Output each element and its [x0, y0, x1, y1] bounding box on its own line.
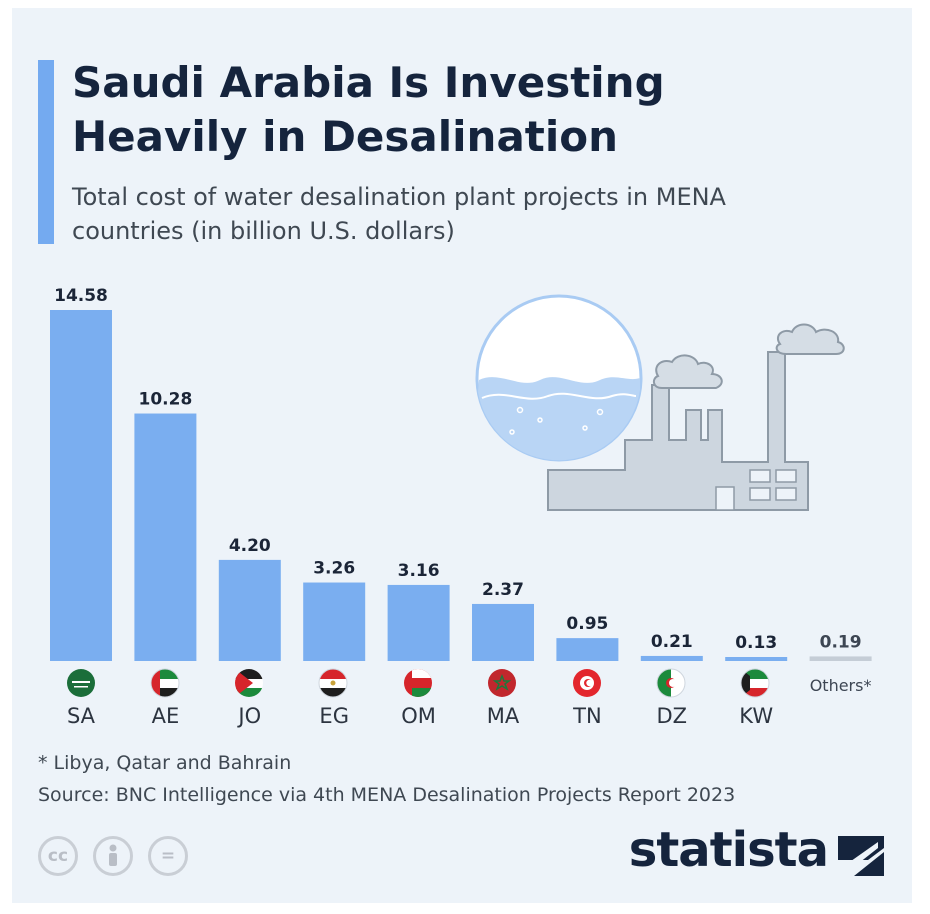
chart-subtitle: Total cost of water desalination plant p… — [72, 183, 726, 245]
cc-icon[interactable]: cc — [38, 836, 78, 876]
category-label: TN — [572, 704, 602, 728]
category-label: SA — [67, 704, 96, 728]
value-label: 0.95 — [566, 614, 608, 634]
bar-eg — [303, 582, 366, 661]
bar-ae — [134, 413, 197, 661]
source-note: Source: BNC Intelligence via 4th MENA De… — [38, 784, 736, 806]
value-label: 4.20 — [229, 536, 271, 556]
oman-flag-icon — [404, 669, 432, 697]
statista-logo-text[interactable]: statista — [628, 822, 829, 878]
value-label: 3.26 — [313, 559, 355, 579]
no-derivatives-icon[interactable]: = — [148, 836, 188, 876]
value-label: 0.21 — [651, 632, 693, 652]
footnote: * Libya, Qatar and Bahrain — [38, 752, 292, 774]
value-label: 2.37 — [482, 580, 524, 600]
person-icon — [109, 844, 117, 866]
category-label: Others* — [810, 676, 872, 695]
bar-tn — [556, 638, 619, 661]
bars-group — [50, 310, 872, 661]
value-label: 0.13 — [735, 633, 777, 653]
saudi-arabia-flag-icon — [67, 669, 95, 697]
category-label: EG — [319, 704, 349, 728]
bar-others — [809, 656, 872, 661]
algeria-flag-icon — [656, 668, 686, 698]
bar-om — [387, 584, 450, 661]
statista-logo-mark-icon[interactable] — [838, 836, 884, 876]
flags-group — [67, 668, 770, 698]
chart-title: Saudi Arabia Is Investing Heavily in Des… — [72, 58, 665, 161]
category-label: MA — [487, 704, 520, 728]
kuwait-flag-icon — [740, 668, 770, 698]
value-label: 10.28 — [139, 390, 193, 410]
egypt-flag-icon — [318, 668, 348, 698]
category-label: JO — [236, 704, 261, 728]
bar-jo — [218, 559, 281, 661]
value-label: 0.19 — [820, 632, 862, 652]
bar-kw — [725, 657, 788, 661]
uae-flag-icon — [150, 668, 180, 698]
bar-ma — [472, 603, 534, 661]
tunisia-flag-icon — [573, 669, 601, 697]
bar-dz — [640, 655, 703, 661]
title-accent-bar — [38, 60, 54, 244]
attribution-icon[interactable] — [93, 836, 133, 876]
category-labels-group: SA AE JO EG OM MA TN DZ KW Others* — [67, 676, 872, 728]
jordan-flag-icon — [235, 669, 263, 697]
category-label: OM — [401, 704, 436, 728]
desalination-plant-illustration — [475, 294, 845, 511]
category-label: KW — [739, 704, 773, 728]
value-labels-group: 14.58 10.28 4.20 3.26 3.16 2.37 0.95 0.21 0.13 0.… — [54, 286, 861, 653]
bar-sa — [50, 310, 112, 661]
value-label: 14.58 — [54, 286, 108, 306]
category-label: DZ — [657, 704, 688, 728]
category-label: AE — [152, 704, 180, 728]
morocco-flag-icon — [488, 669, 516, 697]
value-label: 3.16 — [398, 561, 440, 581]
